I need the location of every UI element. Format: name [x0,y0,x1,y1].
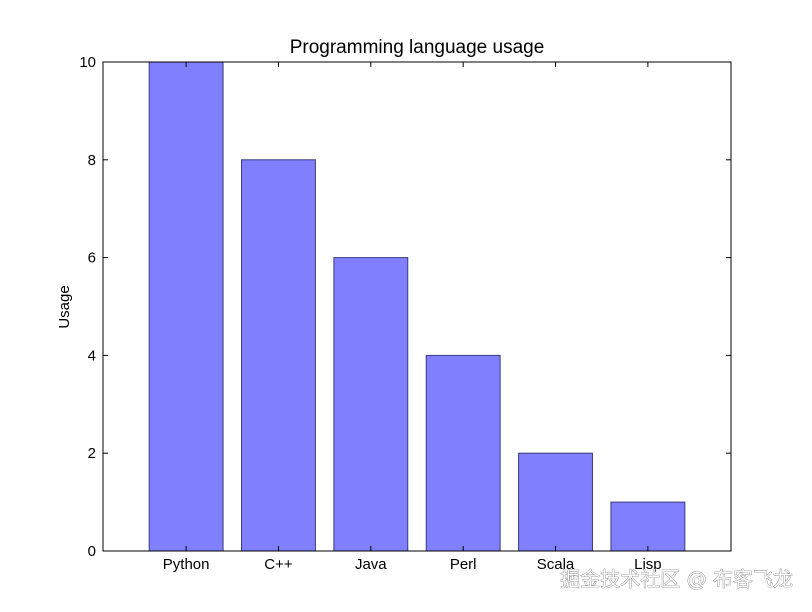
x-ticks-group: Python C++ Java Perl Scala Lisp [163,62,662,573]
bar-lisp [610,501,686,552]
x-tick-label: Scala [537,556,575,573]
chart-title: Programming language usage [290,37,545,58]
y-tick-label: 2 [88,445,96,462]
y-tick-label: 0 [88,543,96,560]
bar-perl [425,354,501,552]
watermark-text: 掘金技术社区 @ 布客飞龙 [560,567,793,591]
x-tick-label: Python [163,556,210,573]
x-tick-label: C++ [264,556,293,573]
x-tick-label: Java [355,556,387,573]
bar-scala [518,452,593,552]
x-tick-label: Lisp [634,556,662,573]
bars-group [148,61,686,552]
y-tick-label: 6 [88,250,96,267]
bar-java [333,257,409,552]
y-tick-label: 10 [79,54,96,71]
x-tick-label: Perl [450,556,477,573]
y-tick-label: 4 [88,347,96,364]
y-tick-label: 8 [88,152,96,169]
plot-frame [102,61,732,552]
bar-cplus [241,159,316,552]
bar-python [148,61,224,552]
y-axis-label: Usage [56,285,73,328]
